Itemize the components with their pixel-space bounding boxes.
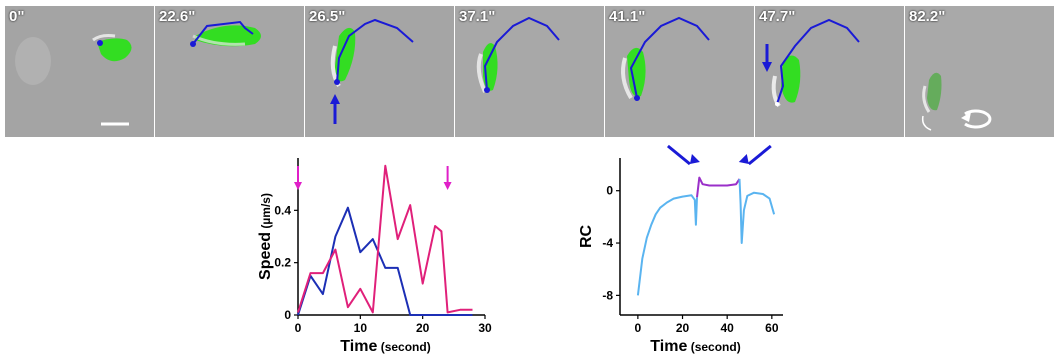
x-axis-label: Time (second) <box>340 338 430 355</box>
time-label: 82.2" <box>909 8 946 25</box>
microscopy-strip: 0" 22.6" 26.5" 37. <box>0 0 1061 137</box>
frame-image <box>605 6 754 137</box>
arrow-head-icon <box>330 94 340 104</box>
time-label: 22.6" <box>159 8 196 25</box>
arrow-head-icon <box>689 154 700 164</box>
frame-panel: 0" <box>5 6 154 137</box>
arrow-head-icon <box>762 62 772 72</box>
x-tick-label: 20 <box>416 321 430 335</box>
x-tick-label: 0 <box>295 321 302 335</box>
x-axis-unit: (second) <box>687 340 740 354</box>
time-label: 41.1" <box>609 8 646 25</box>
y-axis-title: RC <box>578 225 595 249</box>
y-tick-label: 0.2 <box>274 256 291 270</box>
series-line <box>738 178 776 244</box>
y-axis-unit: (µm/s) <box>259 193 273 232</box>
x-tick-label: 30 <box>478 321 492 335</box>
arrow-head-icon <box>443 182 452 190</box>
rc-chart: 0 20 40 60 0 -4 -8 Time (second) RC <box>578 144 783 355</box>
speed-chart: 0 10 20 30 0 0.2 0.4 Time (second) Speed (µm/s) <box>257 158 492 355</box>
arrow-head-icon <box>294 182 302 190</box>
time-label: 47.7" <box>759 8 796 25</box>
series-line <box>636 194 698 296</box>
x-tick-label: 0 <box>635 321 642 335</box>
frame-panel: 22.6" <box>155 6 304 137</box>
y-tick-label: 0 <box>606 184 613 198</box>
frame-panel: 47.7" <box>755 6 904 137</box>
frame-image <box>305 6 454 137</box>
time-label: 26.5" <box>309 8 346 25</box>
frame-panel: 26.5" <box>305 6 454 137</box>
arrow-icon <box>666 144 691 166</box>
series-line <box>297 164 473 314</box>
x-axis-title: Time <box>340 338 377 355</box>
x-axis-label: Time (second) <box>650 338 740 355</box>
frame-image <box>155 6 304 137</box>
y-tick-label: -4 <box>602 236 613 250</box>
frame-panel: 37.1" <box>455 6 604 137</box>
x-axis-unit: (second) <box>377 340 430 354</box>
frame-image <box>905 6 1054 137</box>
x-axis-title: Time <box>650 338 687 355</box>
arrow-icon <box>747 144 772 166</box>
y-tick-label: -8 <box>602 288 613 302</box>
frame-panel: 82.2" <box>905 6 1054 137</box>
frame-image <box>755 6 904 137</box>
frame-image <box>455 6 604 137</box>
time-label: 0" <box>9 8 25 25</box>
series-line <box>696 176 741 198</box>
rotation-arrow-icon <box>964 109 992 129</box>
arrow-head-icon <box>738 154 749 164</box>
y-axis-label: Speed (µm/s) <box>257 193 274 280</box>
x-tick-label: 60 <box>765 321 779 335</box>
y-axis-label: RC <box>578 225 595 249</box>
x-tick-label: 10 <box>354 321 368 335</box>
frame-panel: 41.1" <box>605 6 754 137</box>
x-tick-label: 40 <box>720 321 734 335</box>
frame-image <box>5 6 154 137</box>
y-tick-label: 0 <box>284 308 291 322</box>
x-tick-label: 20 <box>676 321 690 335</box>
y-axis-title: Speed <box>257 232 274 280</box>
time-label: 37.1" <box>459 8 496 25</box>
y-tick-label: 0.4 <box>274 203 291 217</box>
series-line <box>297 206 473 316</box>
